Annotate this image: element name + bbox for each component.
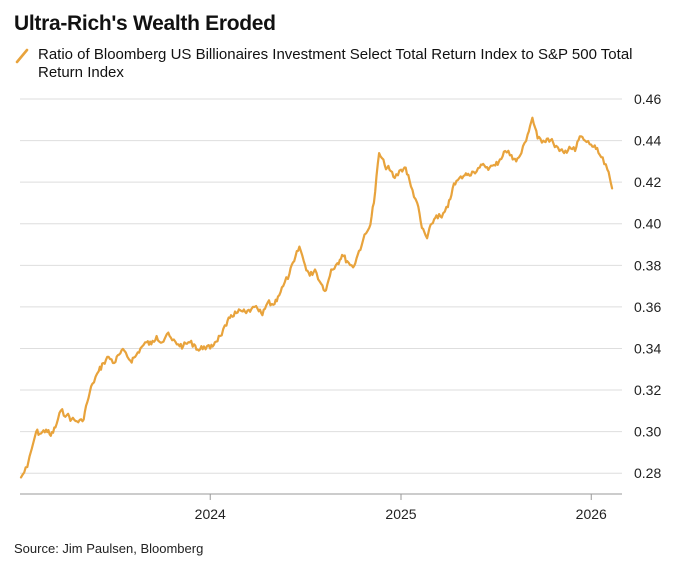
source-note: Source: Jim Paulsen, Bloomberg: [14, 541, 204, 556]
x-tick-label: 2026: [576, 506, 607, 522]
x-tick-label: 2025: [385, 506, 416, 522]
series: [19, 116, 614, 479]
x-tick-label: 2024: [195, 506, 226, 522]
legend: Ratio of Bloomberg US Billionaires Inves…: [14, 46, 664, 82]
chart-title: Ultra-Rich's Wealth Eroded: [14, 12, 276, 35]
y-tick-label: 0.38: [634, 257, 661, 273]
x-axis: 2024 2025 2026: [20, 493, 622, 522]
y-tick-label: 0.36: [634, 299, 661, 315]
y-axis: 0.28 0.30 0.32 0.34 0.36 0.38 0.40 0.42 0.44 0.46: [634, 91, 661, 481]
y-tick-label: 0.40: [634, 216, 661, 232]
y-tick-label: 0.42: [634, 174, 661, 190]
series-line: [19, 116, 614, 479]
y-tick-label: 0.44: [634, 133, 661, 149]
y-tick-label: 0.34: [634, 340, 661, 356]
gridlines: [20, 98, 622, 474]
legend-label: Ratio of Bloomberg US Billionaires Inves…: [38, 46, 633, 81]
y-tick-label: 0.28: [634, 465, 661, 481]
y-tick-label: 0.32: [634, 382, 661, 398]
y-tick-label: 0.30: [634, 424, 661, 440]
y-tick-label: 0.46: [634, 91, 661, 107]
legend-swatch: [15, 48, 29, 64]
